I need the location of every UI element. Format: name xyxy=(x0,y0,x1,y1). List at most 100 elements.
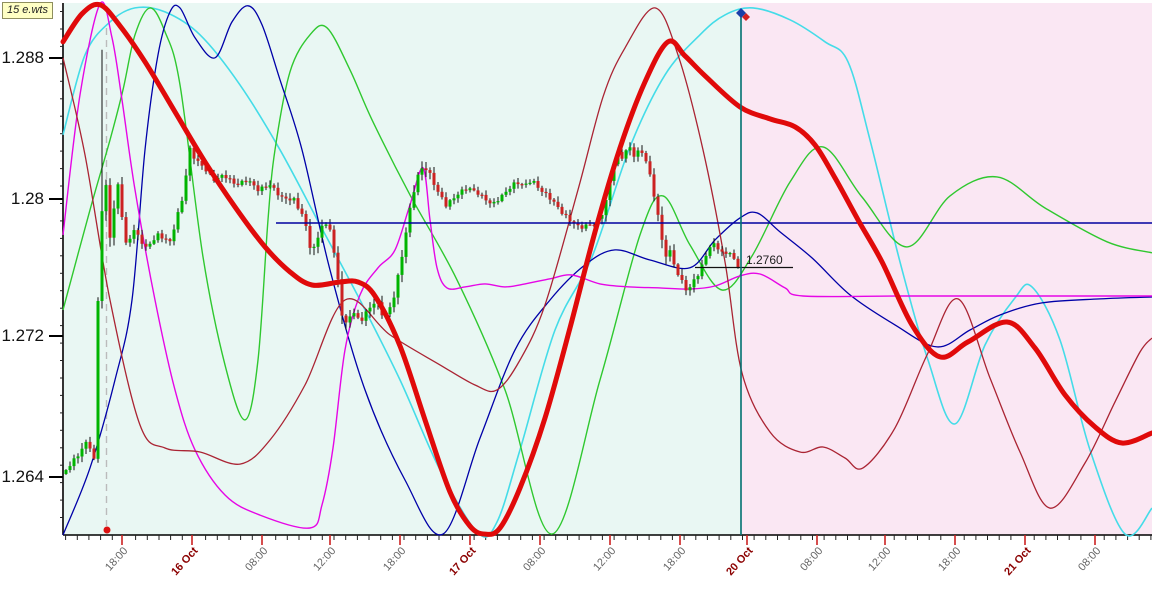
candle-body xyxy=(280,195,284,197)
candle-body xyxy=(732,253,736,259)
candle-body xyxy=(560,206,564,214)
candle-body xyxy=(88,441,92,449)
candle-body xyxy=(84,441,88,449)
candle-body xyxy=(660,214,664,240)
candle-body xyxy=(184,175,188,201)
candle-body xyxy=(72,458,76,467)
candle-body xyxy=(444,197,448,207)
candle-body xyxy=(536,181,540,188)
candle-body xyxy=(664,239,668,257)
candle-body xyxy=(388,307,392,315)
candle-body xyxy=(104,185,108,212)
candle-body xyxy=(492,201,496,204)
candle-body xyxy=(472,188,476,191)
candle-body xyxy=(356,313,360,318)
candle-body xyxy=(300,208,304,214)
candle-body xyxy=(272,185,276,188)
candle-body xyxy=(136,230,140,235)
candle-body xyxy=(724,251,728,254)
candle-body xyxy=(316,237,320,247)
candle-body xyxy=(592,224,596,226)
candle-body xyxy=(408,207,412,233)
candle-body xyxy=(288,198,292,201)
candle-body xyxy=(580,225,584,229)
candle-body xyxy=(552,199,556,202)
cycle-line-dark-red-cycle xyxy=(62,7,1152,509)
candle-body xyxy=(156,233,160,241)
candle-body xyxy=(680,275,684,280)
candle-body xyxy=(716,243,720,250)
candle-body xyxy=(340,279,344,316)
candle-body xyxy=(652,174,656,197)
candle-body xyxy=(180,200,184,213)
candle-body xyxy=(248,181,252,183)
candle-body xyxy=(528,182,532,184)
candle-body xyxy=(240,180,244,185)
candle-body xyxy=(448,200,452,207)
candle-body xyxy=(232,178,236,184)
candle-body xyxy=(532,181,536,183)
candle-body xyxy=(396,274,400,298)
candle-body xyxy=(144,243,148,247)
candle-body xyxy=(308,226,312,248)
candle-body xyxy=(148,243,152,247)
candle-body xyxy=(80,448,84,457)
candle-body xyxy=(264,186,268,188)
candle-body xyxy=(676,264,680,275)
candle-body xyxy=(404,232,408,257)
candle-body xyxy=(628,147,632,151)
candle-body xyxy=(68,466,72,470)
candle-body xyxy=(64,470,68,474)
cycle-line-navy-cycle xyxy=(62,4,1152,536)
candle-body xyxy=(400,256,404,275)
candle-body xyxy=(188,147,192,176)
candle-body xyxy=(228,178,232,180)
candle-body xyxy=(108,185,112,238)
candle-body xyxy=(488,200,492,204)
candle-body xyxy=(476,190,480,195)
candle-body xyxy=(76,456,80,459)
candle-body xyxy=(352,313,356,317)
candle-body xyxy=(168,239,172,242)
candle-body xyxy=(632,147,636,157)
candle-body xyxy=(192,147,196,159)
candle-body xyxy=(588,224,592,226)
candle-body xyxy=(328,224,332,230)
candle-body xyxy=(312,246,316,248)
candle-body xyxy=(568,214,572,222)
candle-body xyxy=(524,183,528,185)
candle-body xyxy=(496,201,500,203)
candle-body xyxy=(668,250,672,257)
candle-body xyxy=(224,175,228,179)
candle-body xyxy=(508,188,512,192)
candle-body xyxy=(128,238,132,243)
candle-body xyxy=(640,150,644,153)
candle-body xyxy=(648,161,652,175)
candle-body xyxy=(140,234,144,244)
candle-body xyxy=(252,181,256,186)
candle-body xyxy=(416,174,420,193)
candle-body xyxy=(548,193,552,200)
candle-body xyxy=(196,158,200,161)
candle-body xyxy=(172,229,176,242)
candle-body xyxy=(708,247,712,256)
candle-body xyxy=(468,188,472,191)
candle-body xyxy=(256,185,260,192)
cursor-diamond-icon[interactable] xyxy=(736,8,746,18)
candle-body xyxy=(296,198,300,209)
candle-body xyxy=(432,172,436,185)
candle-body xyxy=(348,316,352,323)
candle-body xyxy=(420,168,424,175)
candle-body xyxy=(512,182,516,189)
candle-body xyxy=(132,230,136,239)
candle-body xyxy=(236,183,240,185)
candle-body xyxy=(672,250,676,265)
candle-body xyxy=(452,198,456,201)
candle-body xyxy=(332,229,336,253)
candle-body xyxy=(268,185,272,188)
candle-body xyxy=(436,184,440,192)
y-axis-label: 1.264 xyxy=(1,467,44,486)
candle-body xyxy=(604,200,608,216)
